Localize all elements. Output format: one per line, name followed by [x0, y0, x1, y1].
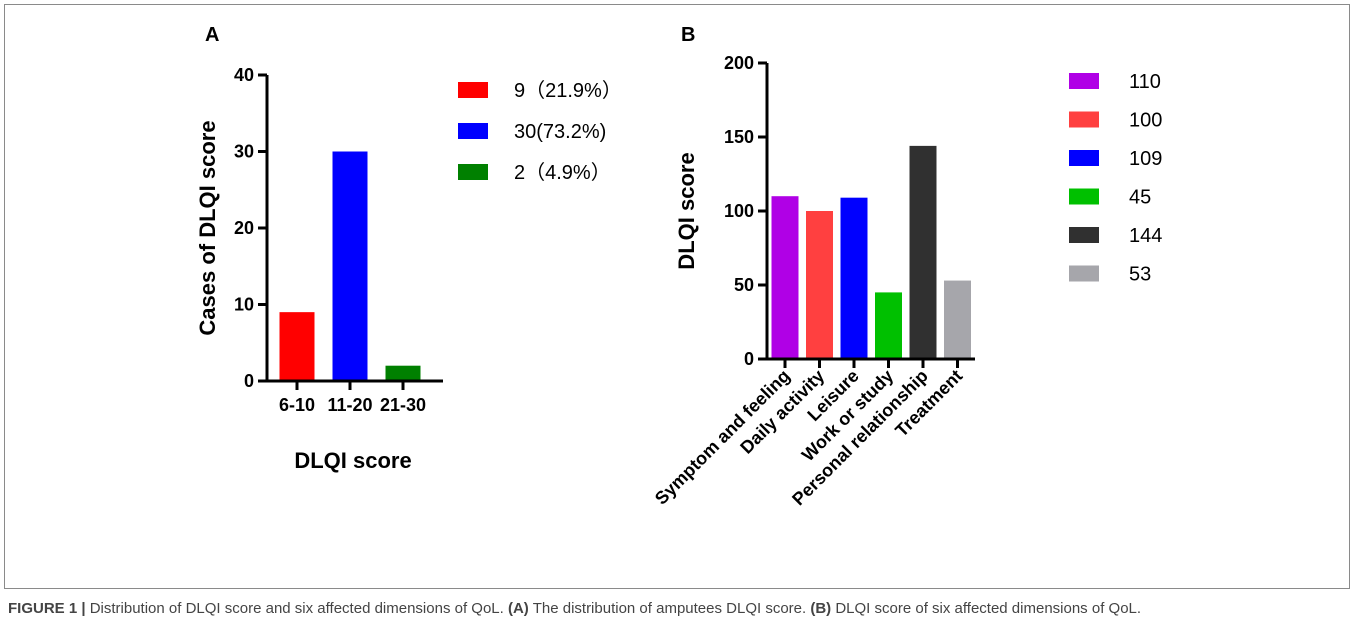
legend-swatch	[1069, 73, 1099, 89]
bar-personal-relationship	[909, 145, 937, 358]
legend-swatch	[1069, 150, 1099, 166]
legend-label: 9（21.9%）	[514, 79, 622, 102]
panel-letter-a: A	[205, 24, 219, 46]
y-axis-label: DLQI score	[674, 152, 699, 269]
x-axis-label: DLQI score	[294, 448, 411, 473]
legend-label: 2（4.9%）	[514, 161, 611, 184]
caption-a-label: (A)	[507, 600, 529, 617]
legend-swatch	[458, 82, 488, 98]
legend-swatch	[1069, 265, 1099, 282]
y-tick-label: 10	[234, 295, 254, 315]
y-tick-label: 100	[724, 201, 754, 221]
bar-treatment	[944, 280, 971, 358]
legend-swatch	[1069, 188, 1099, 205]
bar-21-30	[385, 365, 421, 380]
legend-label: 100	[1129, 110, 1162, 132]
legend-swatch	[458, 164, 488, 180]
bar-symptom-and-feeling	[771, 196, 799, 358]
y-tick-label: 0	[244, 371, 254, 391]
caption-a-text: The distribution of amputees DLQI score.	[528, 600, 811, 617]
panel-letter-b: B	[681, 24, 695, 46]
legend-label: 144	[1129, 225, 1162, 247]
x-tick-label: Symptom and feeling	[651, 366, 794, 509]
y-tick-label: 30	[234, 142, 254, 162]
legend-label: 53	[1129, 264, 1151, 286]
legend-swatch	[1069, 111, 1099, 128]
x-tick-label: 11-20	[327, 395, 372, 415]
bar-leisure	[840, 197, 868, 358]
y-tick-label: 50	[734, 275, 754, 295]
legend-swatch	[458, 123, 488, 139]
panel-a-chart: A 0 10 20 30 40 Cases of DLQI score 6-10 11-20 21…	[195, 24, 622, 473]
panel-b-chart: B 0 50 100 150 200 DLQI score Symptom and feeli…	[651, 24, 1162, 509]
bar-6-10	[279, 312, 315, 380]
y-tick-label: 0	[744, 349, 754, 369]
legend-label: 45	[1129, 187, 1151, 209]
legend-label: 110	[1129, 71, 1161, 93]
bar-daily-activity	[806, 211, 833, 358]
y-tick-label: 40	[234, 65, 254, 85]
figure-frame: A 0 10 20 30 40 Cases of DLQI score 6-10 11-20 21…	[4, 4, 1350, 589]
x-tick-label: 21-30	[380, 395, 426, 415]
y-tick-label: 200	[724, 53, 754, 73]
legend-label: 30(73.2%)	[514, 121, 606, 143]
y-axis-label: Cases of DLQI score	[195, 120, 220, 335]
y-tick-label: 20	[234, 218, 254, 238]
figure-caption: FIGURE 1 | Distribution of DLQI score an…	[8, 598, 1348, 619]
legend-swatch	[1069, 227, 1099, 243]
caption-b-text: DLQI score of six affected dimensions of…	[831, 600, 1142, 617]
caption-label: FIGURE 1 |	[8, 600, 86, 617]
bar-11-20	[332, 151, 368, 380]
caption-b-label: (B)	[810, 600, 832, 617]
bar-work-or-study	[875, 292, 902, 358]
figure-charts: A 0 10 20 30 40 Cases of DLQI score 6-10 11-20 21…	[195, 24, 1162, 509]
caption-text: Distribution of DLQI score and six affec…	[85, 600, 508, 617]
y-tick-label: 150	[724, 127, 754, 147]
legend-label: 109	[1129, 148, 1162, 170]
x-tick-label: 6-10	[279, 395, 315, 415]
